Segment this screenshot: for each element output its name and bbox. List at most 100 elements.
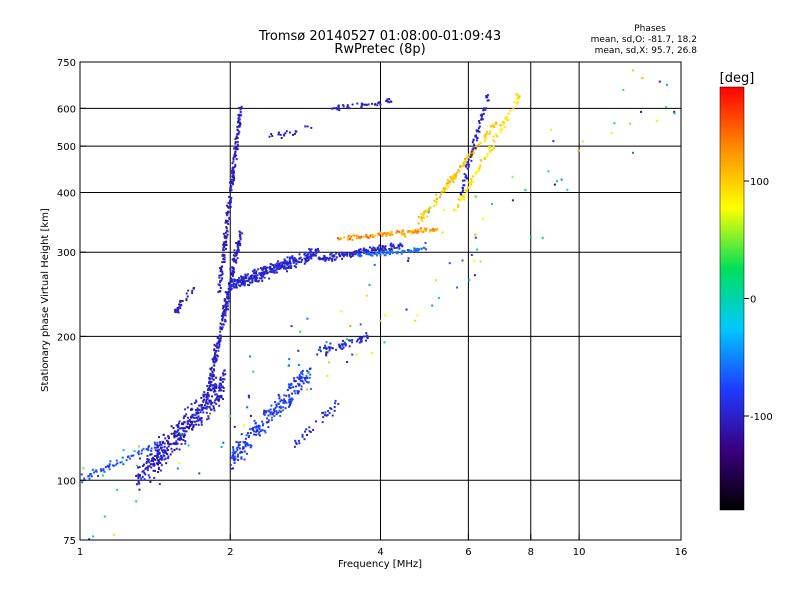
data-point [236, 125, 239, 128]
data-point [239, 244, 242, 247]
data-point [326, 256, 329, 259]
data-point [238, 443, 241, 446]
data-point [143, 463, 145, 466]
data-point [461, 259, 464, 262]
data-point [235, 284, 237, 287]
data-point [460, 193, 463, 196]
data-point [164, 449, 167, 452]
data-point [310, 255, 313, 257]
data-point [261, 274, 264, 277]
data-point [156, 441, 159, 444]
data-point [237, 121, 239, 124]
data-point [280, 399, 283, 402]
data-point [218, 276, 221, 279]
data-point [216, 397, 219, 400]
data-point [235, 440, 238, 443]
data-point [166, 447, 169, 450]
data-point [233, 451, 236, 454]
data-point [393, 247, 396, 250]
data-point [245, 452, 248, 455]
data-point [289, 404, 292, 406]
data-point [172, 432, 175, 435]
data-point [140, 477, 143, 480]
data-point [306, 369, 309, 372]
data-point [401, 245, 404, 248]
data-point [293, 257, 296, 259]
data-point [500, 128, 502, 131]
data-point [448, 262, 451, 265]
data-point [275, 405, 278, 408]
data-point [147, 465, 150, 468]
data-point [381, 245, 384, 247]
data-point [234, 457, 237, 460]
data-point [244, 273, 247, 276]
data-point [423, 247, 426, 250]
data-point [398, 247, 401, 250]
data-point [93, 471, 96, 474]
data-point [338, 253, 341, 256]
data-point [324, 344, 327, 347]
data-point [470, 179, 473, 182]
data-point [299, 379, 302, 382]
data-point [475, 172, 478, 175]
data-point [259, 274, 262, 277]
data-point [175, 443, 178, 446]
data-point [306, 434, 308, 436]
data-point [244, 276, 247, 278]
data-point [463, 198, 466, 201]
data-point [293, 379, 296, 382]
data-point [486, 96, 489, 99]
data-point [213, 348, 216, 351]
data-point [478, 120, 480, 123]
data-point [209, 399, 212, 402]
data-point [167, 449, 169, 452]
x-tick-label: 6 [465, 547, 471, 558]
data-point [300, 261, 303, 263]
data-point [185, 413, 188, 416]
data-point [405, 308, 408, 311]
data-point [109, 460, 112, 463]
data-point [306, 257, 309, 259]
data-point [355, 340, 358, 343]
data-point [249, 432, 252, 434]
data-point [317, 348, 320, 351]
data-point [180, 432, 182, 435]
data-point [358, 253, 361, 256]
data-point [423, 212, 426, 215]
data-point [272, 411, 275, 414]
data-point [163, 449, 166, 452]
data-point [383, 246, 386, 249]
data-point [422, 216, 425, 219]
data-point [196, 417, 199, 420]
data-point [221, 326, 224, 329]
data-point [556, 180, 558, 183]
colorbar-tick-label: 0 [750, 295, 756, 306]
data-point [273, 265, 275, 268]
y-tick-label: 750 [57, 58, 76, 69]
data-point [335, 256, 338, 259]
data-point [217, 399, 220, 402]
data-point [303, 438, 306, 441]
data-point [154, 443, 157, 446]
data-point [466, 167, 469, 170]
data-point [211, 395, 214, 398]
data-point [234, 260, 237, 263]
data-point [453, 208, 455, 211]
data-point [203, 404, 206, 407]
data-point [285, 267, 287, 270]
data-point [277, 411, 280, 414]
data-point [264, 265, 267, 268]
data-point [235, 282, 238, 285]
data-point [195, 420, 198, 423]
data-point [249, 281, 252, 284]
data-point [144, 468, 147, 471]
data-point [130, 454, 133, 457]
data-point [192, 424, 195, 427]
data-point [230, 197, 233, 200]
data-point [116, 462, 119, 465]
data-point [135, 500, 138, 503]
data-point [213, 384, 215, 387]
data-point [631, 69, 634, 72]
data-point [307, 381, 310, 384]
